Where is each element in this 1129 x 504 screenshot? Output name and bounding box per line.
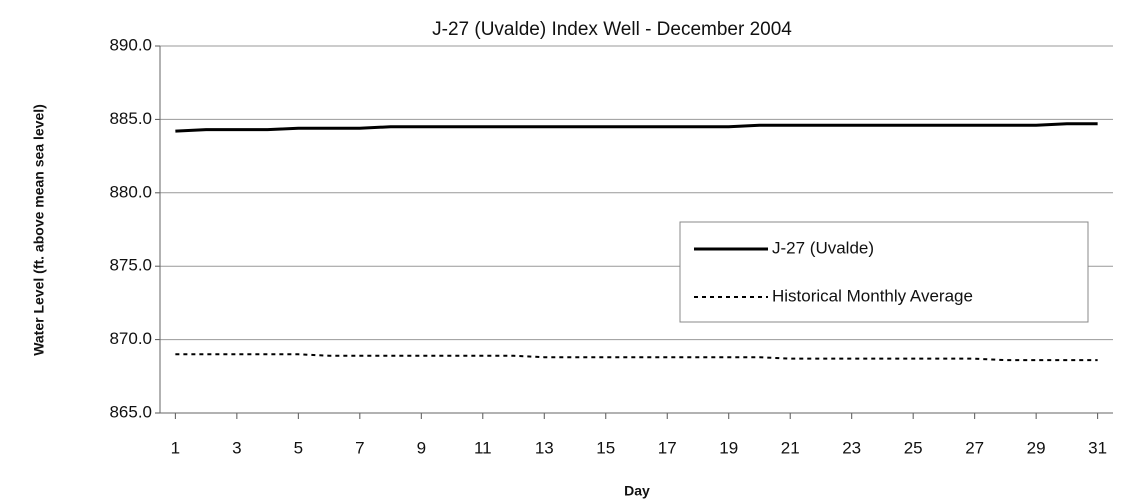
x-tick-label: 3 [232,438,241,457]
chart-title: J-27 (Uvalde) Index Well - December 2004 [432,19,792,40]
y-tick-label: 875.0 [109,256,152,275]
x-tick-label: 11 [474,438,492,457]
y-tick-label: 890.0 [109,35,152,54]
y-tick-label: 870.0 [109,329,152,348]
x-tick-label: 19 [719,438,738,457]
x-tick-label: 1 [171,438,180,457]
x-tick-label: 13 [535,438,554,457]
y-tick-label: 885.0 [109,109,152,128]
x-tick-label: 9 [417,438,426,457]
legend-label: Historical Monthly Average [772,286,973,305]
x-tick-label: 27 [965,438,984,457]
series-line [175,353,1098,362]
x-tick-label: 25 [904,438,923,457]
legend-label: J-27 (Uvalde) [772,238,874,257]
x-tick-label: 23 [842,438,861,457]
x-tick-label: 5 [294,438,303,457]
x-tick-label: 29 [1027,438,1046,457]
legend-box [679,221,1089,323]
y-tick-label: 865.0 [109,402,152,421]
x-tick-label: 15 [596,438,615,457]
y-axis-label: Water Level (ft. above mean sea level) [31,104,47,356]
series-line [175,122,1098,133]
x-tick-label: 7 [355,438,364,457]
x-axis-label: Day [624,483,650,499]
x-tick-label: 17 [658,438,677,457]
x-tick-label: 31 [1088,438,1107,457]
y-tick-label: 880.0 [109,182,152,201]
x-tick-label: 21 [781,438,800,457]
